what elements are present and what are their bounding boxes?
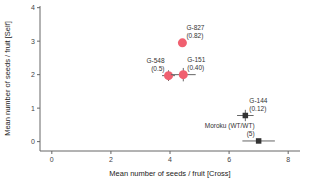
x-tick: [51, 151, 52, 154]
x-tick-label: 8: [286, 156, 290, 163]
y-tick-label: 2: [31, 71, 35, 78]
plot-area: [162, 38, 275, 143]
y-tick: [37, 108, 40, 109]
point: [243, 113, 249, 119]
x-axis-label: Mean number of seeds / fruit [Cross]: [109, 169, 230, 178]
y-tick-label: 1: [31, 105, 35, 112]
point-label: Moroku (WT/WT)(5): [205, 122, 255, 138]
point-label: G-144(0.12): [249, 97, 267, 113]
x-tick: [229, 151, 230, 154]
y-tick-label: 3: [31, 38, 35, 45]
annotations: G-548(0.5) G-827(0.82) G-151(0.40) G-144(0.…: [146, 24, 267, 138]
x-tick: [110, 151, 111, 154]
y-tick: [37, 7, 40, 8]
point-label: G-827(0.82): [186, 24, 204, 40]
y-axis: [40, 6, 41, 151]
y-tick-label: 4: [31, 4, 35, 11]
x-tick-label: 2: [109, 156, 113, 163]
x-tick-label: 6: [227, 156, 231, 163]
point: [164, 71, 173, 80]
x-tick-label: 4: [168, 156, 172, 163]
chart: 0 2 4 6 8 0 1 2 3 4 Mean number of seeds / fruit […: [0, 0, 312, 181]
x-tick: [170, 151, 171, 154]
point-label: G-548(0.5): [146, 57, 164, 73]
point: [179, 70, 188, 79]
point-label: G-151(0.40): [187, 56, 205, 72]
point: [178, 38, 187, 47]
y-tick: [37, 74, 40, 75]
y-tick: [37, 41, 40, 42]
y-tick: [37, 141, 40, 142]
y-axis-label: Mean number of seeds / fruit [Self]: [3, 21, 12, 136]
point: [256, 138, 261, 144]
y-tick-label: 0: [31, 138, 35, 145]
x-tick-label: 0: [50, 156, 54, 163]
x-tick: [288, 151, 289, 154]
